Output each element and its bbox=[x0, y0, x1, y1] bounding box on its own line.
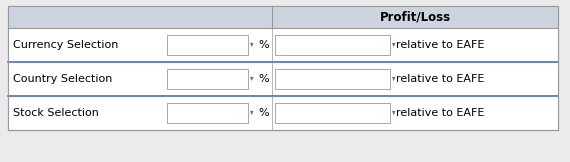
Text: relative to EAFE: relative to EAFE bbox=[396, 40, 484, 50]
Bar bbox=[167, 103, 248, 123]
Text: relative to EAFE: relative to EAFE bbox=[396, 108, 484, 118]
Text: Profit/Loss: Profit/Loss bbox=[380, 11, 450, 23]
Text: %: % bbox=[259, 74, 269, 84]
Bar bbox=[167, 69, 248, 89]
Bar bbox=[8, 62, 558, 96]
Polygon shape bbox=[250, 77, 254, 81]
Text: %: % bbox=[259, 40, 269, 50]
Bar bbox=[167, 35, 248, 55]
Text: Country Selection: Country Selection bbox=[13, 74, 112, 84]
Text: %: % bbox=[259, 108, 269, 118]
Polygon shape bbox=[392, 77, 396, 81]
Bar bbox=[8, 96, 558, 130]
Bar bbox=[8, 6, 558, 130]
Polygon shape bbox=[392, 43, 396, 47]
Bar bbox=[275, 35, 390, 55]
Bar bbox=[275, 69, 390, 89]
Text: relative to EAFE: relative to EAFE bbox=[396, 74, 484, 84]
Text: Currency Selection: Currency Selection bbox=[13, 40, 119, 50]
Polygon shape bbox=[250, 111, 254, 115]
Polygon shape bbox=[392, 111, 396, 115]
Bar bbox=[8, 28, 558, 62]
Polygon shape bbox=[250, 43, 254, 47]
Bar bbox=[8, 6, 558, 28]
Text: Stock Selection: Stock Selection bbox=[13, 108, 99, 118]
Bar bbox=[275, 103, 390, 123]
Bar bbox=[8, 6, 558, 130]
